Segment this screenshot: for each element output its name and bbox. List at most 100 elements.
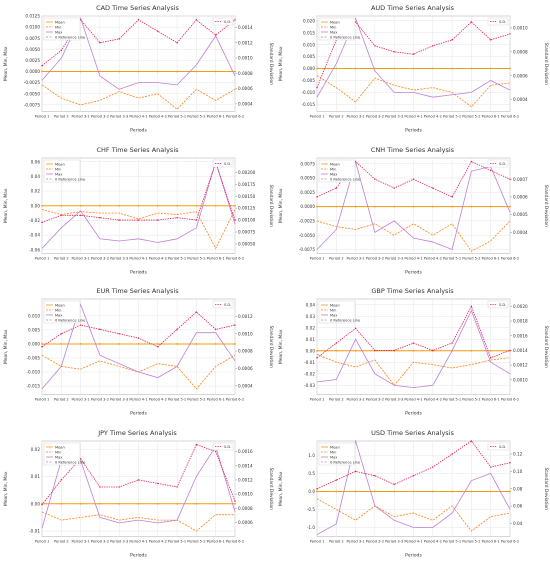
series-sd-point	[137, 478, 140, 481]
legend-label: Mean	[55, 162, 65, 166]
series-sd-point	[118, 485, 120, 488]
x-axis-label: Periods	[130, 269, 147, 275]
chart-title: AUD Time Series Analysis	[371, 4, 455, 12]
series-mean-point	[470, 67, 473, 70]
chart-panel-1: AUD Time Series Analysis 0.020 0.015 0.010 0…	[278, 4, 549, 134]
y-tick-label: -0.0050	[24, 91, 40, 96]
series-mean-point	[118, 70, 121, 73]
y2-tick-label: 0.0006	[238, 86, 253, 91]
x-tick-label: Period 6-1	[207, 398, 225, 402]
series-sd-point	[118, 38, 120, 40]
legend-label: S.D.	[224, 445, 231, 449]
y2-tick-label: 0.0010	[238, 331, 253, 336]
y2-tick-label: 0.0008	[238, 505, 253, 510]
series-sd-point	[99, 42, 101, 44]
x-tick-label: Period 4-1	[129, 256, 147, 260]
series-sd-point	[470, 305, 473, 308]
x-tick-label: Period 6-1	[207, 256, 225, 260]
series-sd-point	[490, 39, 492, 41]
series-sd-point	[451, 342, 453, 344]
y2-tick-label: 0.0012	[238, 477, 253, 482]
series-sd-point	[176, 485, 178, 488]
series-mean-point	[156, 70, 159, 73]
legend-label: Max	[55, 172, 63, 176]
series-mean-point	[393, 490, 396, 492]
series-sd-point	[41, 346, 43, 348]
series-sd-point	[60, 333, 62, 335]
series-mean-point	[509, 205, 511, 208]
legend-label: Mean	[55, 303, 65, 307]
legend-label: Mean	[330, 445, 340, 449]
series-mean-point	[354, 67, 357, 70]
y2-tick-label: 0.0005	[513, 212, 528, 217]
series-sd-point	[335, 186, 337, 189]
y-tick-label: 1.0	[308, 453, 315, 458]
x-tick-label: Period 4-2	[149, 398, 167, 402]
series-sd-point	[99, 485, 101, 488]
y2-tick-label: 0.0006	[238, 366, 253, 371]
x-tick-label: Period 3-3	[110, 115, 128, 119]
y-tick-label: 0.005	[28, 327, 40, 332]
legend-box	[43, 442, 81, 465]
y-tick-label: -1.0	[307, 525, 316, 530]
y-tick-label: -0.0075	[299, 247, 315, 252]
series-sd-point	[412, 474, 415, 476]
legend-box	[487, 17, 509, 26]
y2-axis-label: Standard Deviation	[543, 184, 549, 227]
x-tick-label: Period 4-1	[129, 398, 147, 402]
x-tick-label: Period 5-1	[443, 256, 461, 260]
legend-box	[43, 300, 81, 324]
legend-box	[43, 159, 81, 182]
series-mean-point	[214, 70, 217, 73]
legend-label: Mean	[330, 20, 340, 24]
x-axis-label: Periods	[405, 269, 422, 275]
y2-tick-label: 0.0010	[238, 491, 253, 496]
x-tick-label: Period 1	[35, 115, 50, 119]
series-sd-point	[490, 357, 492, 359]
series-mean-point	[176, 70, 179, 73]
series-mean-point	[156, 502, 159, 505]
x-tick-label: Period 2	[329, 398, 344, 402]
series-mean-point	[118, 204, 121, 207]
x-tick-label: Period 5-1	[168, 398, 186, 402]
series-sd-point	[176, 216, 178, 218]
legend-label: S.D.	[499, 20, 506, 24]
x-tick-label: Period 3-3	[385, 398, 403, 402]
legend-label: 0 Reference Line	[330, 177, 361, 181]
y-tick-label: -0.02	[304, 371, 315, 376]
x-tick-label: Period 5-2	[462, 398, 480, 402]
series-sd-point	[374, 178, 376, 180]
x-tick-label: Period 3-1	[346, 398, 364, 402]
series-mean-point	[316, 349, 318, 352]
y-tick-label: -0.005	[27, 356, 41, 361]
chart-panel-5: GBP Time Series Analysis 0.04 0.03 0.02 0.01…	[278, 287, 549, 417]
y-tick-label: 0.04	[31, 173, 41, 178]
y2-tick-label: 0.0014	[238, 463, 253, 468]
series-sd-point	[470, 160, 473, 162]
legend-box	[487, 159, 509, 167]
series-sd-point	[41, 221, 43, 223]
x-tick-label: Period 3-3	[385, 115, 403, 119]
series-sd-point	[137, 337, 140, 339]
series-mean-point	[79, 70, 82, 73]
legend-box	[43, 17, 81, 41]
series-min-line	[41, 208, 236, 249]
series-mean-point	[99, 204, 101, 207]
x-tick-label: Period 5-2	[462, 539, 480, 543]
series-mean-point	[354, 349, 357, 352]
y2-tick-label: 0.08	[513, 486, 523, 491]
series-sd-point	[215, 328, 217, 331]
series-max-line	[316, 160, 511, 250]
series-sd-point	[509, 178, 511, 180]
series-sd-point	[354, 160, 357, 162]
x-tick-label: Period 5-1	[443, 398, 461, 402]
x-tick-label: Period 4-1	[129, 539, 147, 543]
y-axis-label: Mean, Min, Max	[278, 329, 284, 364]
y2-tick-label: 0.0010	[513, 26, 528, 31]
chart-panel-6: JPY Time Series Analysis 0.02 0.01 0.00 -0.0…	[3, 429, 274, 559]
x-tick-label: Period 4-2	[424, 539, 442, 543]
series-mean-point	[234, 343, 236, 345]
x-tick-label: Period 3-1	[346, 115, 364, 119]
series-sd-point	[234, 19, 236, 21]
